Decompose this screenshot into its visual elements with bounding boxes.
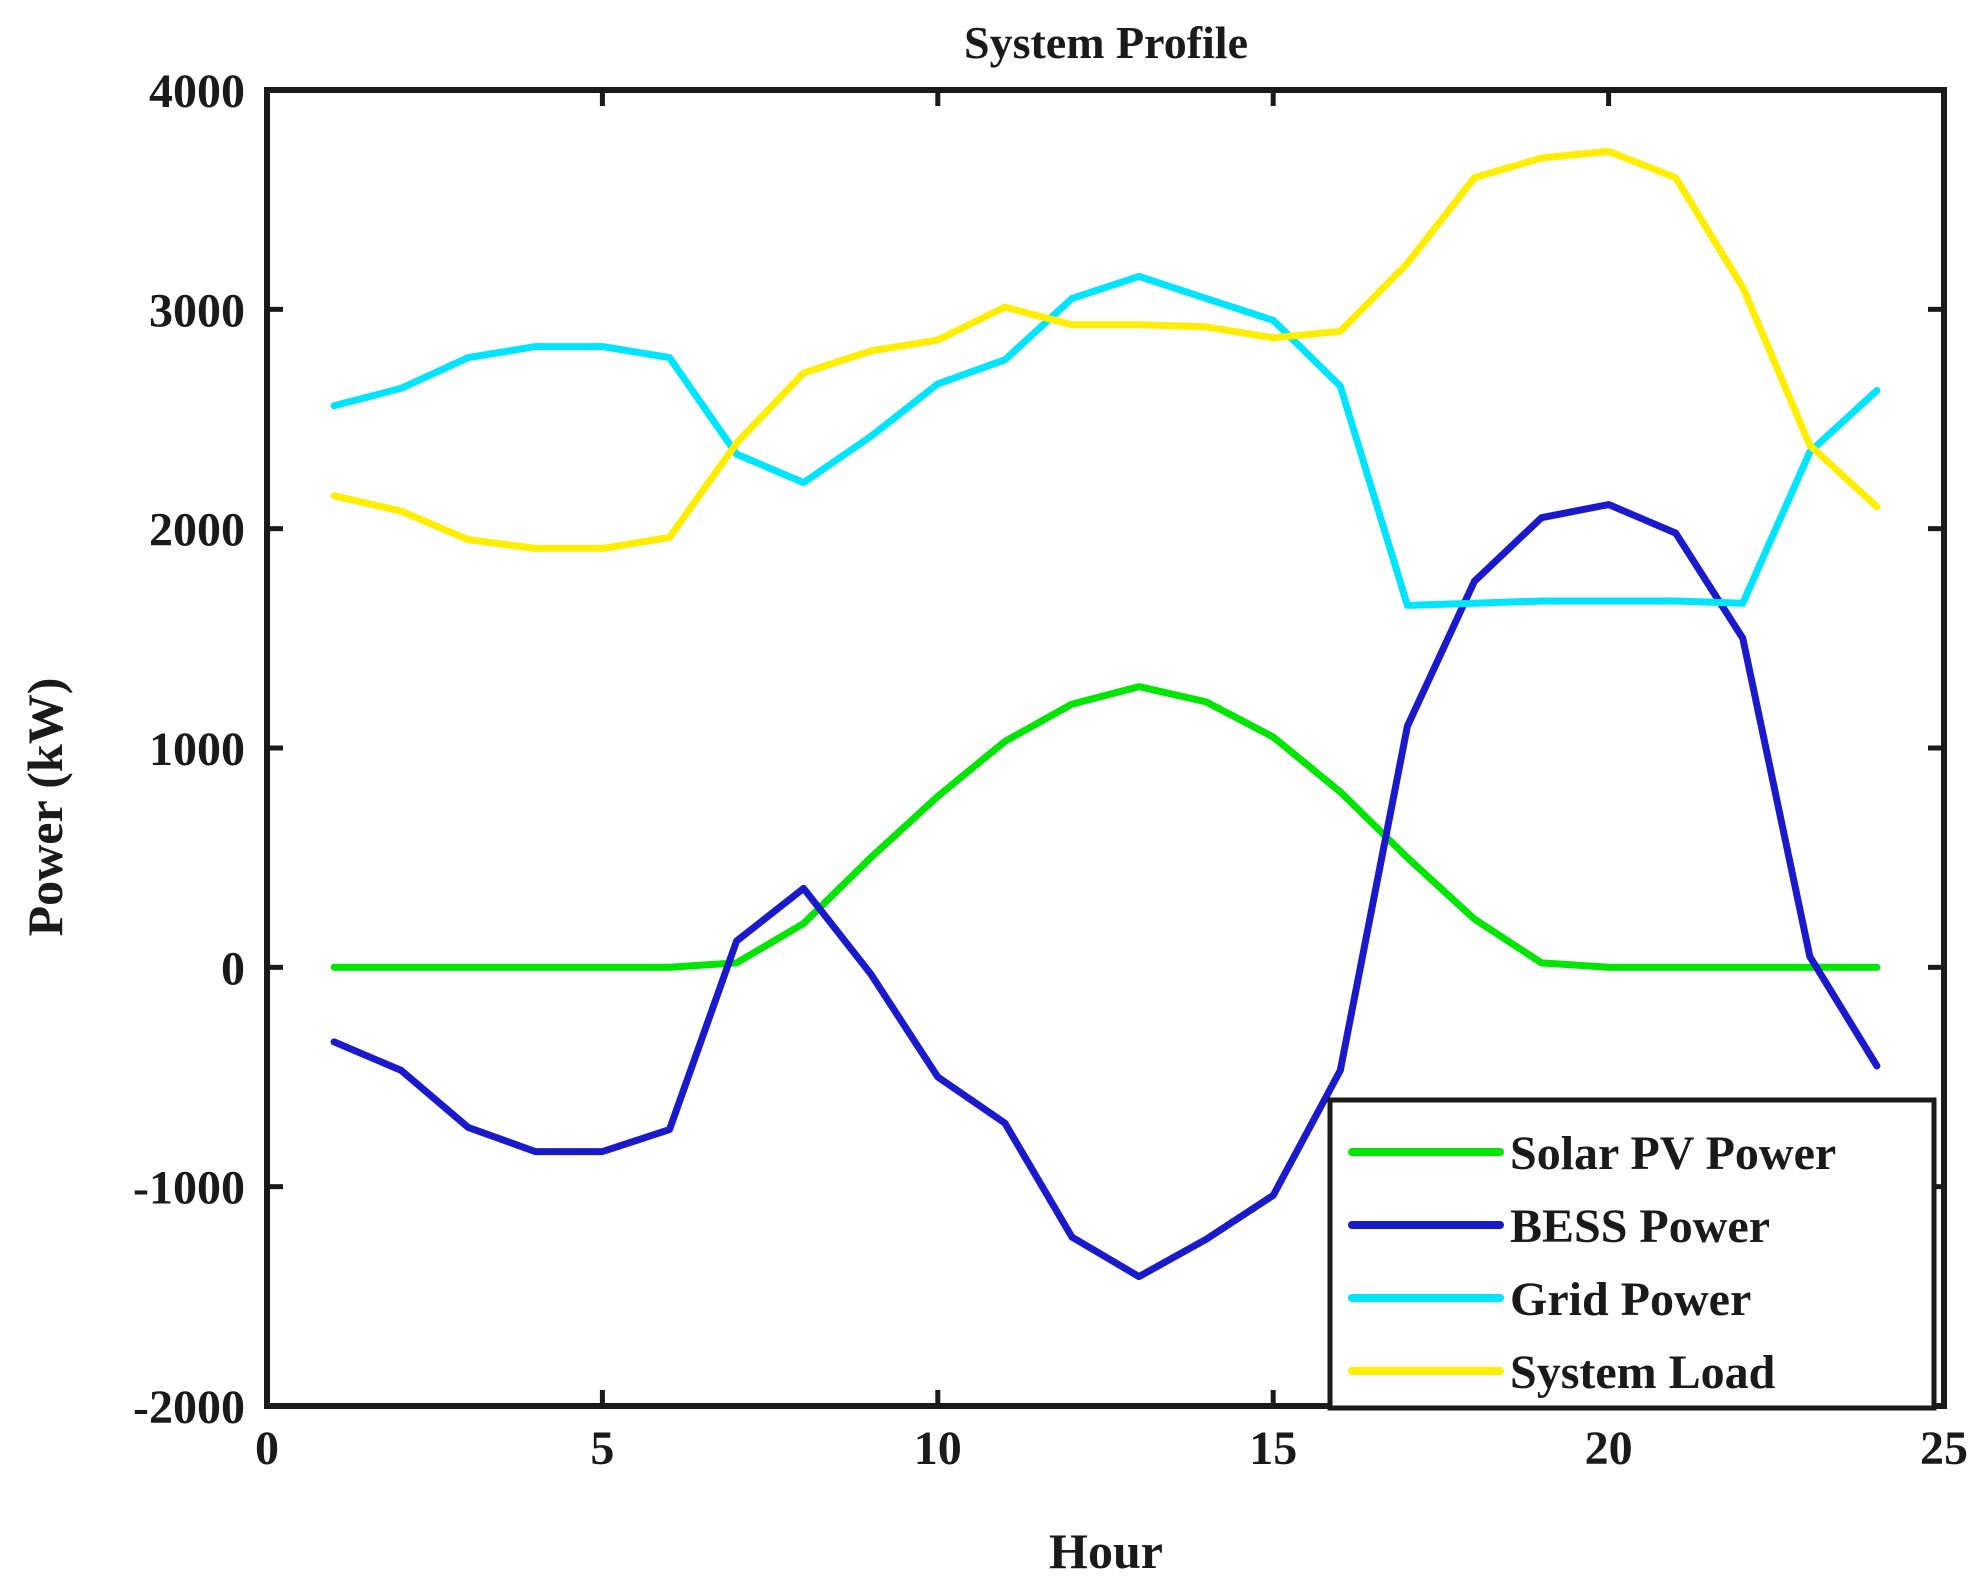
axes: 0 5 10 15 20 25 -2000 -1000 0 1000 2000 3000 4000 [133, 65, 1968, 1475]
y-tick-label: -1000 [133, 1162, 245, 1215]
legend-label: Solar PV Power [1510, 1127, 1836, 1180]
legend: Solar PV Power BESS Power Grid Power System… [1327, 1097, 1937, 1411]
series-line-bess-power [330, 501, 1881, 1281]
series-line-solar-pv-power [330, 683, 1881, 971]
x-tick-label: 20 [1585, 1422, 1633, 1475]
y-tick-label: 1000 [149, 723, 245, 776]
series-line-grid-power [330, 272, 1881, 609]
series-line-system-load [330, 147, 1881, 552]
x-tick-label: 15 [1249, 1422, 1297, 1475]
y-tick-label: 2000 [149, 504, 245, 557]
x-axis-label: Hour [1049, 1523, 1163, 1579]
series-layer [330, 147, 1881, 1281]
x-tick-label: 0 [255, 1422, 279, 1475]
y-tick-label: -2000 [133, 1381, 245, 1434]
y-tick-label: 0 [221, 942, 245, 995]
chart-title: System Profile [964, 17, 1248, 68]
y-tick-label: 4000 [149, 65, 245, 118]
y-tick-label: 3000 [149, 284, 245, 337]
legend-label: System Load [1510, 1346, 1776, 1399]
legend-box [1327, 1097, 1937, 1411]
legend-label: Grid Power [1510, 1273, 1751, 1326]
x-tick-label: 5 [590, 1422, 614, 1475]
x-tick-label: 25 [1920, 1422, 1968, 1475]
legend-label: BESS Power [1510, 1200, 1770, 1253]
y-axis-label: Power (kW) [17, 678, 73, 937]
x-tick-label: 10 [914, 1422, 962, 1475]
